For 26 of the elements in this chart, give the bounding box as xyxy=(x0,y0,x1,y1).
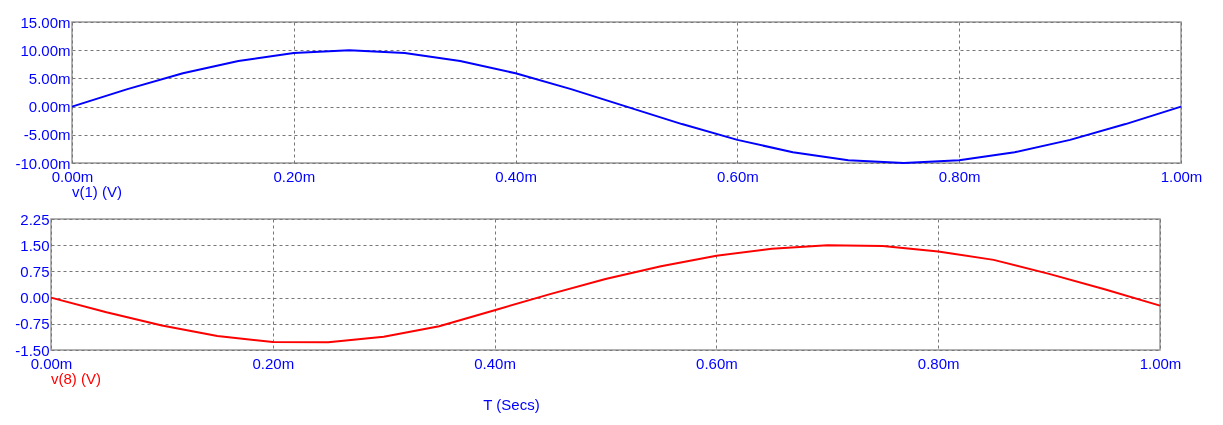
y-tick-label: 0.00m xyxy=(28,98,71,116)
x-tick-label: 0.20m xyxy=(252,354,295,372)
y-tick-label: 5.00m xyxy=(28,69,71,87)
y-tick-label: 15.00m xyxy=(20,13,71,31)
x-tick-label: 0.40m xyxy=(495,167,537,185)
y-tick-label: 2.25 xyxy=(20,210,50,228)
y-tick-label: 0.00 xyxy=(20,289,50,307)
x-tick-label: 0.40m xyxy=(474,354,516,372)
y-tick-label: 1.50 xyxy=(20,236,50,254)
x-tick-label: 0.80m xyxy=(938,167,981,185)
x-tick-label: 0.80m xyxy=(917,354,960,372)
x-axis-title: T (Secs) xyxy=(483,395,540,413)
x-tick-label: 0.60m xyxy=(717,167,759,185)
y-tick-label: -5.00m xyxy=(23,126,71,144)
x-tick-label: 1.00m xyxy=(1139,354,1182,372)
text: v(1) (V) xyxy=(72,183,122,200)
y-tick-label: 0.75 xyxy=(20,262,50,280)
line-series xyxy=(50,244,1161,344)
x-tick-label: 0.60m xyxy=(696,354,738,372)
y-tick-label: -0.75 xyxy=(15,315,50,333)
y-tick-label: -1.50 xyxy=(15,341,50,359)
x-tick-label: 1.00m xyxy=(1160,167,1203,185)
x-tick-label: 0.20m xyxy=(273,167,316,185)
y-tick-label: 10.00m xyxy=(20,41,71,59)
text: v(8) (V) xyxy=(51,370,101,387)
y-tick-label: -10.00m xyxy=(15,154,71,172)
